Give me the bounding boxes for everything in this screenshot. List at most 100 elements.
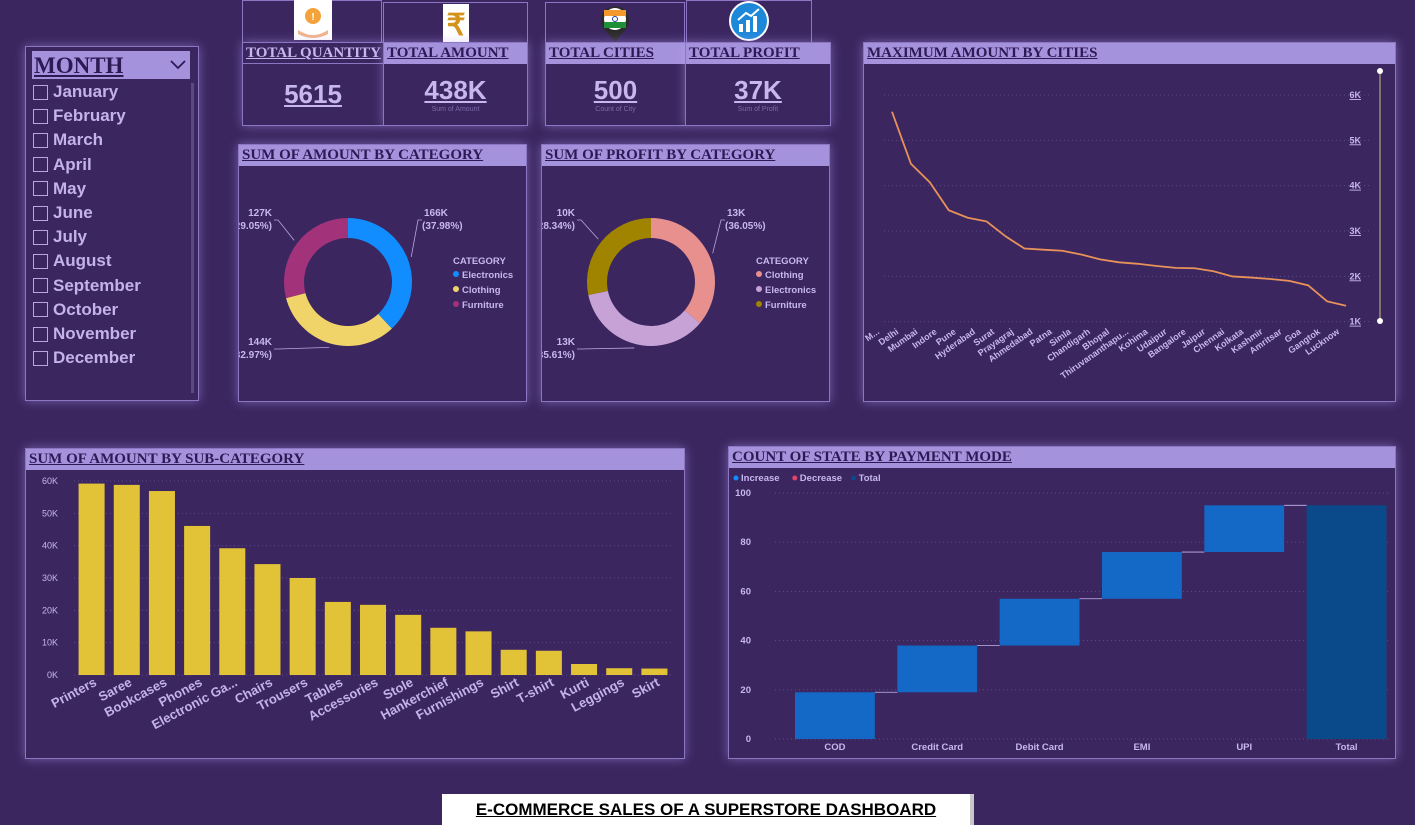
month-item-august[interactable]: August bbox=[33, 250, 112, 272]
subcategory-bar-printers[interactable] bbox=[78, 483, 105, 675]
subcategory-bar-skirt[interactable] bbox=[641, 668, 668, 675]
kpi-profit-value: 37K bbox=[734, 75, 782, 105]
city-point-indore[interactable] bbox=[947, 209, 950, 212]
payment-bar-debit-card[interactable] bbox=[999, 598, 1080, 646]
month-item-june[interactable]: June bbox=[33, 202, 93, 224]
subcategory-bar-kurti[interactable] bbox=[571, 664, 598, 675]
payment-xtick-label: UPI bbox=[1236, 742, 1252, 753]
subcategory-bar-leggings[interactable] bbox=[606, 668, 633, 675]
subcategory-bar-trousers[interactable] bbox=[289, 578, 316, 675]
profit-category-legend-clothing[interactable]: Clothing bbox=[765, 270, 804, 281]
city-point-surat[interactable] bbox=[1004, 235, 1007, 238]
zoom-slider-top-handle[interactable] bbox=[1377, 68, 1383, 74]
subcategory-bar-phones[interactable] bbox=[184, 525, 211, 675]
month-label: June bbox=[53, 203, 93, 222]
amount-category-legend-furniture[interactable]: Furniture bbox=[462, 300, 504, 311]
payment-legend-increase[interactable]: Increase bbox=[741, 473, 780, 484]
profit-category-legend-electronics[interactable]: Electronics bbox=[765, 285, 816, 296]
month-item-september[interactable]: September bbox=[33, 275, 141, 297]
city-point-kohima[interactable] bbox=[1155, 265, 1158, 268]
city-point-mumbai[interactable] bbox=[928, 181, 931, 184]
month-checkbox[interactable] bbox=[33, 350, 48, 366]
city-point-bangalore[interactable] bbox=[1193, 267, 1196, 270]
payment-bar-credit-card[interactable] bbox=[897, 645, 978, 693]
profit-category-slice-electronics[interactable] bbox=[588, 290, 700, 346]
subcategory-bar-bookcases[interactable] bbox=[148, 491, 175, 675]
month-checkbox[interactable] bbox=[33, 108, 48, 124]
subcategory-bar-furnishings[interactable] bbox=[465, 631, 492, 675]
subcategory-bar-hankerchief[interactable] bbox=[430, 627, 457, 675]
payment-bar-emi[interactable] bbox=[1102, 552, 1182, 599]
city-amount-line[interactable] bbox=[891, 111, 1347, 307]
city-point-gangtok[interactable] bbox=[1326, 300, 1329, 303]
month-item-may[interactable]: May bbox=[33, 178, 86, 200]
amount-category-slice-electronics[interactable] bbox=[348, 218, 412, 329]
subcategory-bar-shirt[interactable] bbox=[500, 649, 527, 675]
month-checkbox[interactable] bbox=[33, 157, 48, 173]
month-checkbox[interactable] bbox=[33, 84, 48, 100]
city-point-amritsar[interactable] bbox=[1288, 279, 1291, 282]
city-point-thiruvananthapu[interactable] bbox=[1136, 262, 1139, 265]
month-item-march[interactable]: March bbox=[33, 129, 103, 151]
zoom-slider-bottom-handle[interactable] bbox=[1377, 318, 1383, 324]
city-point-goa[interactable] bbox=[1307, 284, 1310, 287]
month-item-november[interactable]: November bbox=[33, 323, 136, 345]
month-checkbox[interactable] bbox=[33, 205, 48, 221]
subcategory-bar-accessories[interactable] bbox=[359, 604, 387, 675]
month-checkbox[interactable] bbox=[33, 253, 48, 269]
subcategory-bar-saree[interactable] bbox=[113, 484, 140, 675]
slicer-scrollbar[interactable] bbox=[191, 83, 194, 393]
payment-bar-upi[interactable] bbox=[1204, 505, 1285, 553]
subcategory-ytick-label: 0K bbox=[47, 670, 58, 680]
profit-category-legend-marker bbox=[756, 271, 762, 277]
city-point-kashmir[interactable] bbox=[1269, 278, 1272, 281]
payment-bar-cod[interactable] bbox=[795, 692, 875, 739]
city-point-ahmedabad[interactable] bbox=[1042, 248, 1045, 251]
month-checkbox[interactable] bbox=[33, 278, 48, 294]
month-item-february[interactable]: February bbox=[33, 105, 126, 127]
subcategory-bar-tables[interactable] bbox=[324, 601, 351, 675]
city-point-udaipur[interactable] bbox=[1174, 266, 1177, 269]
amount-category-slice-furniture[interactable] bbox=[284, 218, 348, 299]
city-point-prayagraj[interactable] bbox=[1023, 247, 1026, 250]
profit-category-slice-furniture[interactable] bbox=[587, 218, 651, 296]
month-item-december[interactable]: December bbox=[33, 347, 135, 369]
subcategory-bar-t-shirt[interactable] bbox=[535, 650, 562, 675]
profit-category-legend-furniture[interactable]: Furniture bbox=[765, 300, 807, 311]
amount-category-slice-clothing[interactable] bbox=[286, 293, 392, 346]
city-point-m[interactable] bbox=[891, 110, 894, 113]
city-point-hyderabad[interactable] bbox=[985, 220, 988, 223]
payment-bar-total[interactable] bbox=[1306, 505, 1387, 739]
payment-legend-decrease[interactable]: Decrease bbox=[800, 473, 842, 484]
city-point-delhi[interactable] bbox=[909, 162, 912, 165]
city-point-pune[interactable] bbox=[966, 216, 969, 219]
profit-category-slice-clothing[interactable] bbox=[651, 218, 715, 324]
subcategory-bar-stole[interactable] bbox=[395, 614, 422, 675]
subcategory-bar-electronic-ga[interactable] bbox=[219, 548, 246, 675]
month-checkbox[interactable] bbox=[33, 326, 48, 342]
month-item-january[interactable]: January bbox=[33, 81, 118, 103]
city-point-simla[interactable] bbox=[1080, 253, 1083, 256]
month-item-october[interactable]: October bbox=[33, 299, 118, 321]
city-point-chandigarh[interactable] bbox=[1099, 258, 1102, 261]
chevron-down-icon[interactable] bbox=[170, 60, 186, 70]
max-amount-by-cities-chart: 1K2K3K4K5K6KM...DelhiMumbaiIndorePuneHyd… bbox=[864, 68, 1383, 381]
amount-category-legend-clothing[interactable]: Clothing bbox=[462, 285, 501, 296]
state-by-payment-mode-chart: Increase Decrease Total 0 20 40 60 80 100 COD Cred… bbox=[733, 473, 1389, 753]
city-point-kolkata[interactable] bbox=[1250, 276, 1253, 279]
month-item-july[interactable]: July bbox=[33, 226, 87, 248]
city-point-jaipur[interactable] bbox=[1212, 270, 1215, 273]
month-item-april[interactable]: April bbox=[33, 154, 92, 176]
amount-category-legend-electronics[interactable]: Electronics bbox=[462, 270, 513, 281]
month-checkbox[interactable] bbox=[33, 132, 48, 148]
month-checkbox[interactable] bbox=[33, 181, 48, 197]
city-point-patna[interactable] bbox=[1061, 249, 1064, 252]
city-point-bhopal[interactable] bbox=[1118, 261, 1121, 264]
month-checkbox[interactable] bbox=[33, 302, 48, 318]
city-point-lucknow[interactable] bbox=[1345, 304, 1348, 307]
month-checkbox[interactable] bbox=[33, 229, 48, 245]
city-point-chennai[interactable] bbox=[1231, 275, 1234, 278]
subcategory-bar-chairs[interactable] bbox=[254, 564, 281, 675]
month-slicer-header[interactable]: MONTH bbox=[32, 51, 190, 79]
payment-legend-total[interactable]: Total bbox=[859, 473, 881, 484]
